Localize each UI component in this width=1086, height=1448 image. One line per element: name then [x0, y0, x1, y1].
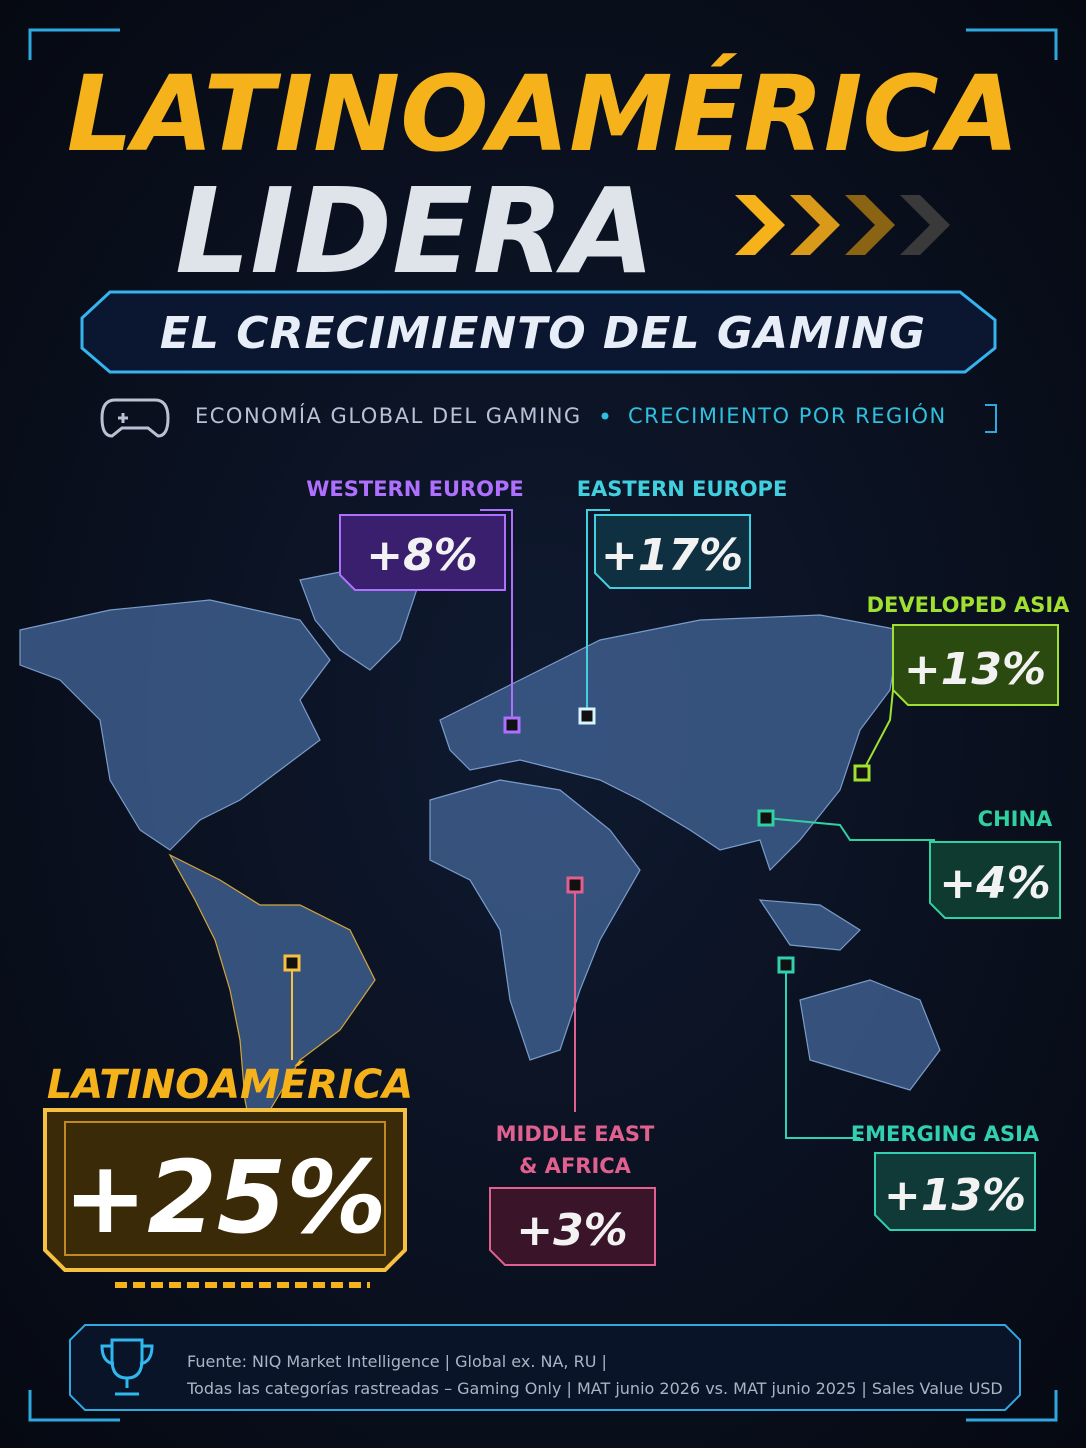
region-value: +17% [601, 530, 743, 581]
value-box [892, 624, 1059, 706]
frame-corners [28, 28, 1058, 1422]
inner-box [64, 1121, 386, 1256]
footer-box [69, 1324, 1021, 1411]
banner-box [80, 290, 997, 374]
title-line1: LATINOAMÉRICA [67, 53, 1020, 175]
region-eastern-europe: EASTERN EUROPE +17% [577, 477, 788, 589]
subtitle-left: ECONOMÍA GLOBAL DEL GAMING [195, 403, 582, 428]
region-name: MIDDLE EAST [496, 1122, 655, 1146]
subtitle-bracket [985, 404, 997, 433]
region-name: & AFRICA [519, 1154, 632, 1178]
markers [283, 707, 871, 974]
separator-dot [601, 412, 609, 420]
footer-line1: Fuente: NIQ Market Intelligence | Global… [187, 1352, 607, 1371]
title-line2: LIDERA [175, 162, 655, 300]
region-name: EMERGING ASIA [851, 1122, 1040, 1146]
region-value: +13% [904, 644, 1046, 695]
trophy-icon [100, 1338, 154, 1396]
value-box [929, 841, 1061, 919]
region-value: +13% [884, 1170, 1026, 1221]
region-value: +4% [939, 858, 1051, 909]
banner-text: EL CRECIMIENTO DEL GAMING [160, 308, 926, 359]
region-western-europe: WESTERN EUROPE +8% [306, 477, 524, 591]
region-developed-asia: DEVELOPED ASIA +13% [867, 593, 1071, 706]
value-box [874, 1152, 1036, 1231]
value-box [489, 1187, 656, 1266]
value-box [43, 1108, 407, 1272]
chevrons [735, 195, 950, 255]
region-name: LATINOAMÉRICA [47, 1060, 413, 1108]
region-value: +8% [366, 530, 478, 581]
world-map [19, 567, 941, 1153]
subtitle-right: CRECIMIENTO POR REGIÓN [628, 403, 947, 428]
region-value: +3% [516, 1205, 628, 1256]
region-name: CHINA [978, 807, 1053, 831]
gamepad-icon [100, 398, 170, 438]
region-value: +25% [63, 1139, 386, 1256]
region-emerging-asia: EMERGING ASIA +13% [851, 1122, 1040, 1231]
region-middle-east-africa: MIDDLE EAST & AFRICA +3% [489, 1122, 656, 1266]
value-box [594, 514, 751, 589]
value-box [339, 514, 506, 591]
region-latinoamerica: LATINOAMÉRICA +25% [43, 1060, 413, 1288]
region-name: WESTERN EUROPE [306, 477, 524, 501]
connectors [291, 509, 935, 1139]
region-china: CHINA +4% [929, 807, 1061, 919]
region-name: DEVELOPED ASIA [867, 593, 1071, 617]
region-name: EASTERN EUROPE [577, 477, 788, 501]
footer-line2: Todas las categorías rastreadas – Gaming… [186, 1379, 1003, 1398]
